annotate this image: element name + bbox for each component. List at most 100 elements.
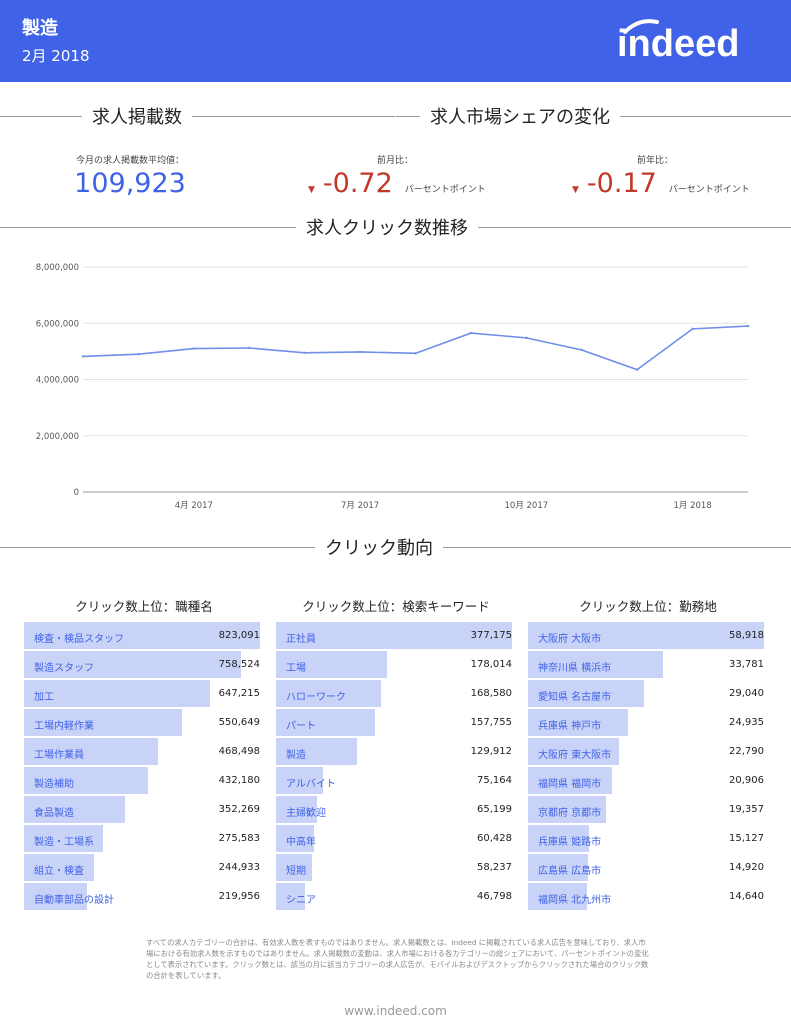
row-bar (276, 680, 382, 707)
row-label[interactable]: 加工 (34, 692, 54, 703)
row-bar (276, 738, 358, 765)
row-value: 14,640 (729, 891, 764, 902)
row-bar (24, 680, 210, 707)
section-clicks-trend-title: 求人クリック数推移 (306, 218, 468, 239)
row-label[interactable]: 愛知県 名古屋市 (538, 692, 612, 703)
row-label[interactable]: 工場内軽作業 (34, 721, 94, 732)
table-row: 自動車部品の設計 219,956 (24, 882, 264, 911)
table-row: 工場作業員 468,498 (24, 737, 264, 766)
row-value: 60,428 (477, 833, 512, 844)
row-label[interactable]: 製造スタッフ (34, 663, 94, 674)
row-label[interactable]: 短期 (286, 866, 306, 877)
row-label[interactable]: 広島県 広島市 (538, 866, 602, 877)
row-value: 823,091 (218, 630, 260, 641)
row-label[interactable]: 組立・検査 (34, 866, 84, 877)
table-row: 大阪府 大阪市 58,918 (528, 621, 768, 650)
section-clicks-trend: 求人クリック数推移 (0, 212, 791, 242)
table-title-locations: クリック数上位：勤務地 (579, 599, 717, 614)
table-row: 広島県 広島市 14,920 (528, 853, 768, 882)
row-label[interactable]: シニア (286, 895, 316, 906)
x-tick-label: 10月 2017 (505, 501, 549, 511)
row-label[interactable]: パート (286, 721, 316, 732)
top-jobs-table: 検査・検品スタッフ 823,091 製造スタッフ 758,524 加工 647,215 工場… (24, 621, 264, 911)
row-label[interactable]: 兵庫県 姫路市 (538, 837, 602, 848)
mom-label: 前月比： (376, 156, 413, 166)
indeed-logo[interactable]: indeed (613, 12, 773, 68)
row-bar (528, 680, 645, 707)
row-value: 33,781 (729, 659, 764, 670)
top-locations-table: 大阪府 大阪市 58,918 神奈川県 横浜市 33,781 愛知県 名古屋市 29,04… (528, 621, 768, 911)
row-bar (276, 883, 306, 910)
table-row: 愛知県 名古屋市 29,040 (528, 679, 768, 708)
row-value: 157,755 (470, 717, 512, 728)
table-row: アルバイト 75,164 (276, 766, 516, 795)
row-value: 647,215 (218, 688, 260, 699)
row-bar (528, 825, 589, 852)
row-label[interactable]: 工場作業員 (34, 750, 84, 761)
yoy-unit: パーセントポイント (668, 185, 750, 195)
row-label[interactable]: 主婦歓迎 (286, 808, 326, 819)
logo-arc-icon (623, 19, 659, 34)
row-label[interactable]: 大阪府 大阪市 (538, 634, 602, 645)
row-value: 244,933 (218, 862, 260, 873)
down-arrow-icon: ▼ (572, 185, 579, 195)
row-label[interactable]: ハローワーク (286, 692, 346, 703)
row-value: 22,790 (729, 746, 764, 757)
data-point (635, 368, 639, 371)
row-value: 275,583 (218, 833, 260, 844)
row-bar (276, 651, 388, 678)
y-tick-label: 2,000,000 (36, 432, 79, 442)
mom-change: ▼ -0.72 パーセントポイント (308, 168, 486, 199)
row-value: 550,649 (218, 717, 260, 728)
row-value: 129,912 (470, 746, 512, 757)
row-label[interactable]: 工場 (286, 663, 306, 674)
x-tick-label: 7月 2017 (341, 501, 379, 511)
row-bar (528, 854, 588, 881)
row-bar (528, 796, 606, 823)
footer-url[interactable]: www.indeed.com (344, 1004, 447, 1018)
section-postings: 求人掲載数 (0, 101, 395, 131)
table-row: 検査・検品スタッフ 823,091 (24, 621, 264, 650)
report-period: 2月 2018 (22, 47, 90, 65)
footnote: すべての求人カテゴリーの合計は、有効求人数を表すものではありません。求人掲載数と… (146, 938, 649, 980)
table-row: 製造・工場系 275,583 (24, 824, 264, 853)
row-label[interactable]: 検査・検品スタッフ (34, 634, 124, 645)
row-label[interactable]: 食品製造 (34, 808, 74, 819)
row-bar (276, 825, 314, 852)
row-label[interactable]: 福岡県 福岡市 (538, 779, 602, 790)
row-label[interactable]: 自動車部品の設計 (34, 895, 114, 906)
row-bar (24, 738, 159, 765)
row-bar (24, 622, 260, 649)
series-line (82, 325, 749, 371)
avg-postings-value: 109,923 (74, 168, 186, 199)
data-point (746, 324, 750, 328)
data-point (81, 355, 85, 358)
row-label[interactable]: 大阪府 東大阪市 (538, 750, 612, 761)
row-bar (24, 825, 104, 852)
section-share: 求人市場シェアの変化 (396, 101, 791, 131)
row-label[interactable]: 兵庫県 神戸市 (538, 721, 602, 732)
table-row: パート 157,755 (276, 708, 516, 737)
y-tick-label: 4,000,000 (36, 376, 79, 386)
row-bar (528, 883, 587, 910)
row-label[interactable]: アルバイト (286, 779, 336, 790)
click-trend-chart: 8,000,000 6,000,000 4,000,000 2,000,000 0 4月 … (36, 263, 750, 511)
y-tick-label: 0 (74, 488, 79, 498)
table-title-jobs: クリック数上位：職種名 (75, 599, 213, 614)
row-label[interactable]: 京都府 京都市 (538, 808, 602, 819)
row-label[interactable]: 製造・工場系 (34, 837, 94, 848)
row-label[interactable]: 福岡県 北九州市 (538, 895, 612, 906)
row-label[interactable]: 製造 (286, 750, 306, 761)
row-label[interactable]: 正社員 (286, 634, 316, 645)
table-row: 神奈川県 横浜市 33,781 (528, 650, 768, 679)
data-point (303, 351, 306, 354)
row-value: 29,040 (729, 688, 764, 699)
row-label[interactable]: 製造補助 (34, 779, 74, 790)
table-row: 京都府 京都市 19,357 (528, 795, 768, 824)
row-value: 46,798 (477, 891, 512, 902)
row-label[interactable]: 中高年 (286, 837, 316, 848)
table-row: 大阪府 東大阪市 22,790 (528, 737, 768, 766)
table-row: 工場内軽作業 550,649 (24, 708, 264, 737)
row-label[interactable]: 神奈川県 横浜市 (538, 663, 612, 674)
yoy-label: 前年比： (636, 156, 673, 166)
